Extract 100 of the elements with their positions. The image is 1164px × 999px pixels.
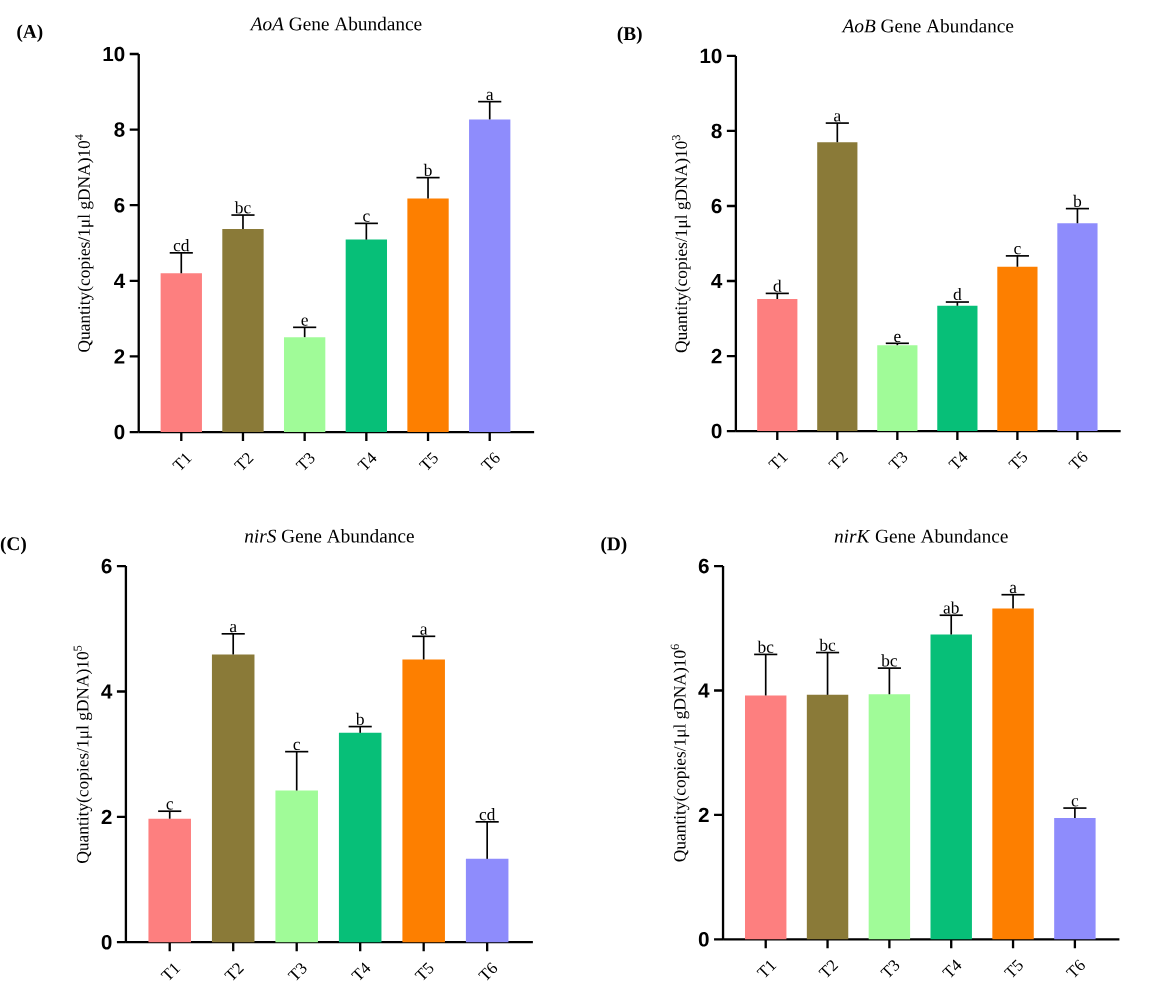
y-tick-label: 2: [698, 807, 709, 823]
bar: [402, 659, 445, 943]
annotation: c: [1071, 798, 1079, 807]
annotation: c: [1014, 245, 1021, 255]
annotation: d: [773, 279, 782, 292]
x-tick-label: T6: [480, 452, 500, 471]
x-tick-label: T4: [350, 962, 371, 981]
y-axis-title: Quantity(copies/1μl gDNA)10$^{6}$: [670, 644, 690, 862]
x-tick-label: T5: [1008, 451, 1028, 470]
y-tick-label: 6: [698, 558, 709, 574]
x-tick-label: T4: [357, 452, 377, 471]
bar: [211, 654, 255, 943]
x-tick-label: T4: [948, 451, 968, 470]
x-tick-label: T5: [414, 962, 434, 981]
chart-title: AoA Gene Abundance: [249, 16, 422, 31]
bar: [345, 239, 388, 432]
x-tick-label: T3: [295, 452, 315, 471]
annotation: b: [355, 712, 364, 725]
x-tick-label: T2: [818, 960, 839, 978]
bar: [992, 608, 1034, 940]
bar: [407, 198, 449, 432]
x-tick-label: T1: [768, 452, 789, 470]
x-tick-label: T3: [888, 452, 908, 470]
annotation: c: [363, 213, 370, 222]
y-tick-label: 0: [101, 934, 112, 950]
bar: [338, 732, 382, 943]
bar: [930, 634, 972, 940]
annotation: a: [420, 626, 428, 635]
annotation: a: [229, 623, 237, 633]
text: (D): [601, 536, 627, 555]
bar: [868, 694, 911, 940]
x-tick-label: T6: [477, 962, 498, 981]
annotation: c: [166, 801, 174, 810]
bar: [160, 273, 202, 432]
x-tick-label: T6: [1068, 451, 1088, 470]
chart-title: AoB Gene Abundance: [841, 18, 1014, 33]
x-tick-label: T5: [418, 452, 438, 471]
annotation: bc: [881, 654, 898, 667]
bar: [469, 119, 511, 432]
x-tick-label: T2: [224, 963, 245, 981]
x-tick-label: T3: [880, 960, 900, 978]
y-tick-label: 2: [114, 349, 125, 364]
bar: [745, 695, 787, 940]
bar: [222, 228, 264, 432]
annotation: a: [834, 113, 841, 122]
bar: [1057, 223, 1098, 432]
y-tick-label: 10: [700, 48, 722, 64]
bar: [997, 266, 1038, 432]
x-tick-label: T4: [941, 959, 962, 978]
y-tick-label: 0: [711, 423, 722, 439]
y-tick-label: 10: [103, 46, 125, 62]
bar: [148, 818, 191, 943]
bar: [283, 337, 326, 432]
x-tick-label: T1: [160, 963, 181, 981]
annotation: cd: [479, 808, 496, 821]
y-tick-label: 4: [101, 684, 113, 699]
y-tick-label: 4: [711, 273, 723, 289]
y-tick-label: 6: [101, 558, 112, 574]
y-axis-title: Quantity(copies/1μl gDNA)10$^{3}$: [672, 135, 691, 353]
text: (A): [17, 24, 43, 42]
bar: [757, 298, 798, 432]
x-tick-label: T1: [756, 960, 777, 978]
annotation: bc: [819, 638, 836, 651]
annotation: b: [423, 163, 432, 177]
x-tick-label: T5: [1003, 959, 1023, 978]
y-axis-title: Quantity(copies/1μl gDNA)10$^{5}$: [73, 645, 93, 863]
annotation: a: [486, 91, 494, 101]
annotation: e: [894, 333, 901, 343]
y-tick-label: 2: [711, 348, 722, 364]
x-tick-label: T3: [287, 963, 307, 981]
annotation: e: [301, 317, 308, 326]
x-tick-label: T2: [828, 452, 849, 470]
y-tick-label: 4: [114, 273, 126, 288]
bar: [806, 694, 849, 940]
bar: [465, 858, 509, 943]
x-tick-label: T1: [172, 453, 193, 471]
bar: [937, 305, 978, 432]
y-tick-label: 4: [698, 683, 710, 698]
annotation: d: [953, 287, 962, 301]
x-tick-label: T2: [233, 453, 254, 471]
annotation: bc: [757, 640, 774, 653]
x-tick-label: T6: [1065, 959, 1085, 978]
annotation: cd: [173, 239, 190, 252]
y-tick-label: 8: [114, 122, 125, 137]
y-axis-title: Quantity(copies/1μl gDNA)10$^{4}$: [75, 134, 94, 352]
bar: [275, 790, 318, 943]
annotation: c: [293, 741, 301, 751]
y-tick-label: 6: [114, 197, 125, 213]
y-tick-label: 2: [101, 809, 112, 824]
chart-title: nirS Gene Abundance: [244, 529, 414, 543]
bar: [1054, 817, 1096, 940]
bar: [817, 142, 858, 432]
annotation: bc: [234, 201, 251, 214]
y-tick-label: 6: [711, 198, 722, 214]
y-tick-label: 8: [711, 123, 722, 139]
annotation: b: [1073, 194, 1082, 208]
text: (C): [0, 536, 26, 555]
text: (B): [617, 26, 642, 44]
annotation: a: [1009, 584, 1017, 594]
y-tick-label: 0: [698, 931, 709, 947]
